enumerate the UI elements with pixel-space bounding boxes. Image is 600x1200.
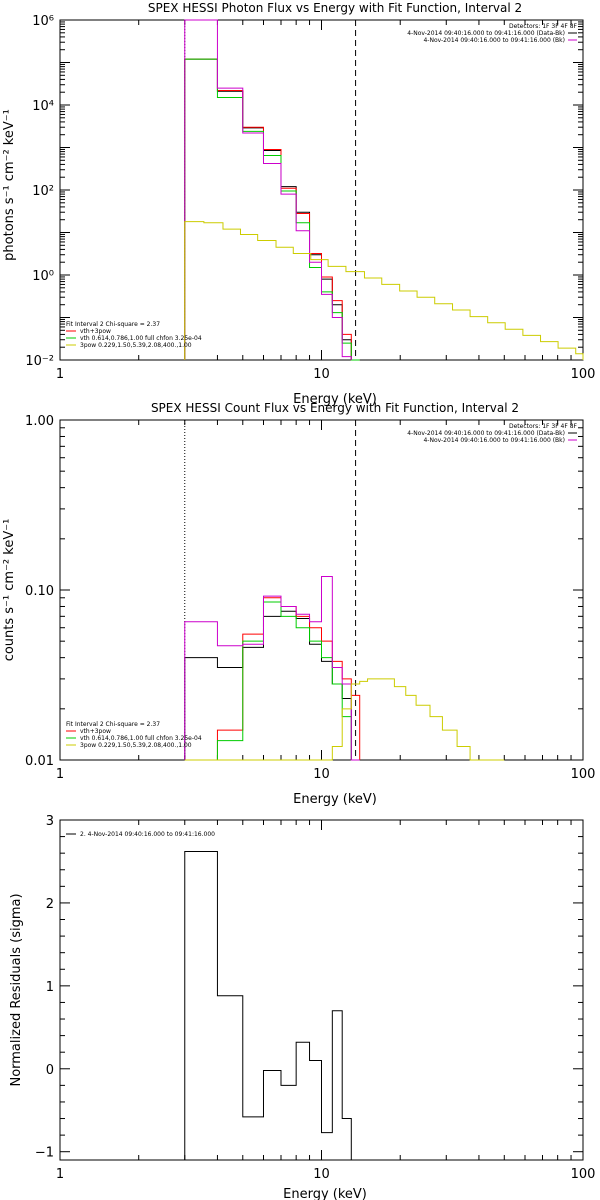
series-2-line xyxy=(184,601,360,761)
y-tick-label: 10⁻² xyxy=(25,354,54,369)
x-tick-label: 10 xyxy=(313,767,330,782)
legend-right-item: 4-Nov-2014 09:40:16.000 to 09:41:16.000 … xyxy=(423,437,565,444)
legend-left-item: vth 0.614,0.786,1.00 full chfon 3.25e-04 xyxy=(80,335,202,342)
photon-title: SPEX HESSI Photon Flux vs Energy with Fi… xyxy=(148,1,522,15)
legend-right-item: 4-Nov-2014 09:40:16.000 to 09:41:16.000 … xyxy=(407,30,565,37)
legend-right-header: Detectors: 1F 3F 4F 8F xyxy=(509,423,578,430)
count-flux-panel: SPEX HESSI Count Flux vs Energy with Fit… xyxy=(2,401,595,807)
x-tick-label: 10 xyxy=(313,367,330,382)
legend-left-item: vth+3pow xyxy=(80,728,111,735)
x-tick-label: 10 xyxy=(313,1167,330,1182)
series-0-line xyxy=(184,851,360,1161)
y-tick-label: 2 xyxy=(46,897,54,912)
y-tick-label: 3 xyxy=(46,814,54,829)
series-1-line xyxy=(184,58,360,361)
photon-y-label: photons s⁻¹ cm⁻² keV⁻¹ xyxy=(2,109,17,261)
legend-left-item: vth 0.614,0.786,1.00 full chfon 3.25e-04 xyxy=(80,735,202,742)
legend-right-item: 4-Nov-2014 09:40:16.000 to 09:41:16.000 … xyxy=(407,430,565,437)
count-x-label: Energy (keV) xyxy=(293,792,377,807)
x-tick-label: 100 xyxy=(571,367,596,382)
photon-flux-panel: SPEX HESSI Photon Flux vs Energy with Fi… xyxy=(2,1,595,407)
series-2-line xyxy=(184,58,360,361)
x-tick-label: 100 xyxy=(571,1167,596,1182)
y-tick-label: 10⁶ xyxy=(32,14,54,29)
x-tick-label: 100 xyxy=(571,767,596,782)
y-tick-label: −1 xyxy=(35,1146,54,1161)
resid-y-label: Normalized Residuals (sigma) xyxy=(9,893,24,1086)
legend-left-header: Fit Interval 2 Chi-square = 2.37 xyxy=(66,721,160,728)
count-title: SPEX HESSI Count Flux vs Energy with Fit… xyxy=(151,401,519,415)
legend-right-header: Detectors: 1F 3F 4F 8F xyxy=(509,23,578,30)
series-4-line xyxy=(184,221,584,360)
y-tick-label: 10² xyxy=(32,184,54,199)
plot-frame xyxy=(59,19,584,361)
y-tick-label: 0.01 xyxy=(25,754,54,769)
legend-left-item: 2. 4-Nov-2014 09:40:16.000 to 09:41:16.0… xyxy=(80,831,215,838)
legend-left-item: 3pow 0.229,1.50,5.39,2.08,400.,1.00 xyxy=(80,742,192,749)
legend-left-item: vth+3pow xyxy=(80,328,111,335)
x-tick-label: 1 xyxy=(56,767,64,782)
count-y-label: counts s⁻¹ cm⁻² keV⁻¹ xyxy=(2,519,17,662)
series-3-line xyxy=(184,576,360,761)
series-0-line xyxy=(184,58,360,361)
legend-right-item: 4-Nov-2014 09:40:16.000 to 09:41:16.000 … xyxy=(423,37,565,44)
series-0-line xyxy=(184,610,360,761)
residuals-panel: Energy (keV) Normalized Residuals (sigma… xyxy=(9,814,595,1200)
y-tick-label: 1.00 xyxy=(25,414,54,429)
legend-left-item: 3pow 0.229,1.50,5.39,2.08,400.,1.00 xyxy=(80,342,192,349)
series-3-line xyxy=(184,19,352,360)
x-tick-label: 1 xyxy=(56,1167,64,1182)
legend-left-header: Fit Interval 2 Chi-square = 2.37 xyxy=(66,321,160,328)
resid-x-label: Energy (keV) xyxy=(283,1187,367,1200)
y-tick-label: 10⁴ xyxy=(32,99,54,114)
photon-x-label: Energy (keV) xyxy=(293,392,377,407)
y-tick-label: 10⁰ xyxy=(32,269,54,284)
y-tick-label: 0.10 xyxy=(25,584,54,599)
series-4-line xyxy=(184,678,505,761)
x-tick-label: 1 xyxy=(56,367,64,382)
y-tick-label: 1 xyxy=(46,980,54,995)
y-tick-label: 0 xyxy=(46,1063,54,1078)
